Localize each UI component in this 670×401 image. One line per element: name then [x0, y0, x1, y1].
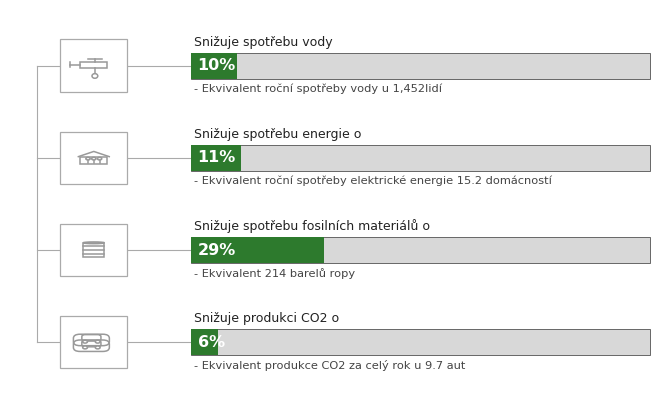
Bar: [60, 224, 127, 276]
Circle shape: [82, 340, 88, 343]
Bar: [191, 329, 650, 355]
Bar: [80, 157, 107, 164]
Bar: [60, 40, 127, 92]
Bar: [191, 329, 218, 355]
Bar: [191, 53, 650, 79]
Text: - Ekvivalent roční spotřeby elektrické energie 15.2 domácností: - Ekvivalent roční spotřeby elektrické e…: [194, 176, 552, 186]
Bar: [191, 53, 237, 79]
Bar: [60, 316, 127, 368]
Text: 11%: 11%: [198, 150, 236, 165]
Text: 6%: 6%: [198, 335, 224, 350]
Text: 10%: 10%: [198, 58, 236, 73]
Text: Snižuje spotřebu vody: Snižuje spotřebu vody: [194, 36, 333, 49]
Circle shape: [95, 346, 100, 349]
Text: 29%: 29%: [198, 243, 236, 257]
Text: - Ekvivalent produkce CO2 za celý rok u 9.7 aut: - Ekvivalent produkce CO2 za celý rok u …: [194, 360, 466, 371]
Bar: [191, 237, 650, 263]
Text: Snižuje spotřebu fosilních materiálů o: Snižuje spotřebu fosilních materiálů o: [194, 219, 430, 233]
Bar: [191, 145, 241, 171]
Circle shape: [82, 346, 88, 349]
Bar: [80, 61, 107, 68]
Text: Snižuje spotřebu energie o: Snižuje spotřebu energie o: [194, 128, 362, 141]
Text: - Ekvivalent roční spotřeby vody u 1,452lidí: - Ekvivalent roční spotřeby vody u 1,452…: [194, 83, 442, 94]
Text: - Ekvivalent 214 barelů ropy: - Ekvivalent 214 barelů ropy: [194, 268, 355, 279]
Circle shape: [95, 340, 100, 343]
Bar: [191, 145, 650, 171]
Bar: [191, 237, 324, 263]
Text: Snižuje produkci CO2 o: Snižuje produkci CO2 o: [194, 312, 340, 325]
Bar: [60, 132, 127, 184]
Bar: [83, 243, 105, 257]
